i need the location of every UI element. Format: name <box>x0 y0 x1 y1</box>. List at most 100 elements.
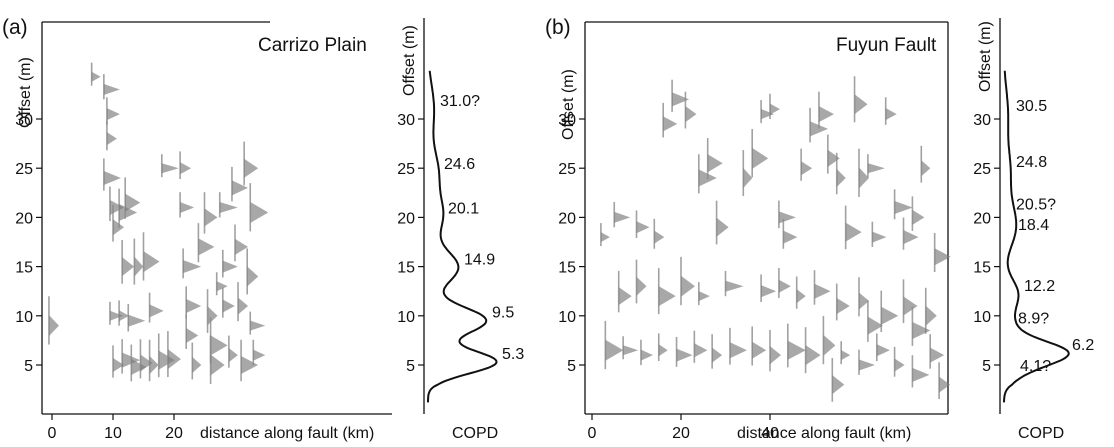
panel-b-point <box>725 280 744 292</box>
panel-a-point <box>106 108 120 121</box>
panel-a-point <box>180 202 195 214</box>
panel-a-point <box>106 132 117 146</box>
panel-b-point <box>881 306 899 325</box>
panel-a-point <box>231 180 248 196</box>
panel-b-point <box>876 344 890 357</box>
panel-b-point <box>712 347 723 363</box>
panel-a-point <box>167 349 181 370</box>
panel-b-point <box>903 230 919 245</box>
panel-a-label: (a) <box>2 16 28 39</box>
copd-b-y-tick-label-25: 25 <box>973 161 991 178</box>
panel-b-point <box>823 334 836 356</box>
panel-b-x-tick-label-40: 40 <box>761 425 779 442</box>
panel-b-point <box>623 345 639 356</box>
panel-a-point <box>207 306 218 326</box>
panel-b-point <box>783 230 798 244</box>
copd-a-x-axis-title: COPD <box>452 425 498 442</box>
panel-a-x-ticks: 0 10 20 <box>48 414 183 442</box>
copd-b-peak-labels: 4.1? 6.2 8.9? 12.2 18.4 20.5? 24.8 30.5 <box>1016 98 1094 375</box>
panel-b-point <box>934 248 951 266</box>
panel-a-y-tick-label-5: 5 <box>24 358 33 375</box>
panel-a-y-ticks: 5 10 15 20 25 30 <box>15 112 42 375</box>
copd-a-peak-label: 5.3 <box>502 346 524 363</box>
panel-a-point <box>238 297 249 315</box>
panel-b-point <box>801 161 813 176</box>
copd-b-peak-label: 12.2 <box>1024 278 1055 295</box>
copd-b-peak-label: 8.9? <box>1018 311 1049 328</box>
panel-b-point <box>676 348 693 362</box>
panel-a-point <box>109 310 123 321</box>
panel-a-point <box>222 260 238 273</box>
panel-b-y-tick-label-20: 20 <box>558 210 576 227</box>
panel-b-point <box>752 341 767 359</box>
panel-b-point <box>845 222 862 242</box>
panel-a-y-tick-label-15: 15 <box>15 260 33 277</box>
copd-a-peak-label: 14.9 <box>464 252 495 269</box>
panel-b-point <box>658 344 668 357</box>
copd-b-x-axis-title: COPD <box>1018 425 1064 442</box>
panel-a-point <box>119 310 130 322</box>
copd-a-y-tick-label-20: 20 <box>397 210 415 227</box>
panel-a-y-tick-label-25: 25 <box>15 161 33 178</box>
panel-a-x-axis-title: distance along fault (km) <box>200 425 374 442</box>
panel-a-point <box>122 257 135 277</box>
copd-b-y-ticks: 5 10 15 20 25 30 <box>973 112 1000 375</box>
copd-a-y-axis-title: Offset (m) <box>401 25 418 96</box>
panel-a-x-tick-label-10: 10 <box>104 425 122 442</box>
panel-b-point <box>694 343 708 358</box>
panel-a-point <box>158 350 175 370</box>
panel-a-x-tick-label-0: 0 <box>48 425 57 442</box>
panel-b-point <box>685 106 697 123</box>
panel-b-point <box>885 108 897 121</box>
panel-b-point <box>707 154 723 173</box>
panel-b-point <box>827 149 840 167</box>
panel-b-point <box>672 92 690 107</box>
panel-b-x-tick-label-0: 0 <box>588 425 597 442</box>
panel-b-point <box>805 345 821 366</box>
panel-a-point <box>128 314 146 327</box>
panel-b-point <box>925 305 937 326</box>
panel-b-point <box>778 279 791 293</box>
panel-a-point <box>204 208 218 227</box>
panel-b-point <box>716 217 729 237</box>
panel-b-x-axis-title: distance along fault (km) <box>737 425 911 442</box>
panel-a-point <box>235 238 248 255</box>
panel-b-point <box>867 316 883 335</box>
panel-a-point <box>247 266 259 287</box>
panel-b-point <box>930 347 945 363</box>
panel-b-y-axis-title: Offset (m) <box>560 69 577 140</box>
panel-a-point <box>222 299 235 313</box>
panel-b-point <box>810 121 829 137</box>
panel-a-point <box>183 260 202 274</box>
panel-b-point <box>761 109 775 120</box>
panel-b-point <box>867 163 885 174</box>
panel-a-point <box>140 354 153 372</box>
panel-b-point <box>872 231 887 243</box>
panel-a-point <box>250 201 269 223</box>
panel-a-point <box>149 304 164 318</box>
panel-b-y-ticks: 5 10 15 20 25 30 <box>558 112 585 375</box>
panel-a-point <box>134 256 144 277</box>
panel-b-point <box>618 287 632 306</box>
panel-a-y-axis-title: Offset (m) <box>17 57 34 128</box>
panel-b-point <box>752 147 769 169</box>
panel-a-point <box>244 158 259 178</box>
panel-b-point <box>654 230 665 244</box>
panel-b-point <box>743 168 753 189</box>
panel-b-point <box>698 291 710 302</box>
copd-a-peak-label: 20.1 <box>448 200 479 217</box>
panel-b-point <box>939 376 951 393</box>
panel-a-point <box>186 298 202 313</box>
copd-a: Offset (m) COPD 5 10 15 20 25 30 5.3 9.5 14.9 20… <box>397 18 524 442</box>
panel-a-point <box>216 281 228 292</box>
copd-b-peak-label: 18.4 <box>1018 217 1049 234</box>
panel-b: (b) Fuyun Fault Offset (m) distance alon… <box>545 16 951 442</box>
panel-b-point <box>912 209 925 225</box>
copd-a-peak-label: 9.5 <box>492 305 514 322</box>
panel-a-point <box>143 251 160 273</box>
panel-b-point <box>761 285 777 298</box>
panel-b-point <box>894 358 905 372</box>
panel-b-point <box>787 340 806 360</box>
panel-a-point <box>219 202 238 214</box>
